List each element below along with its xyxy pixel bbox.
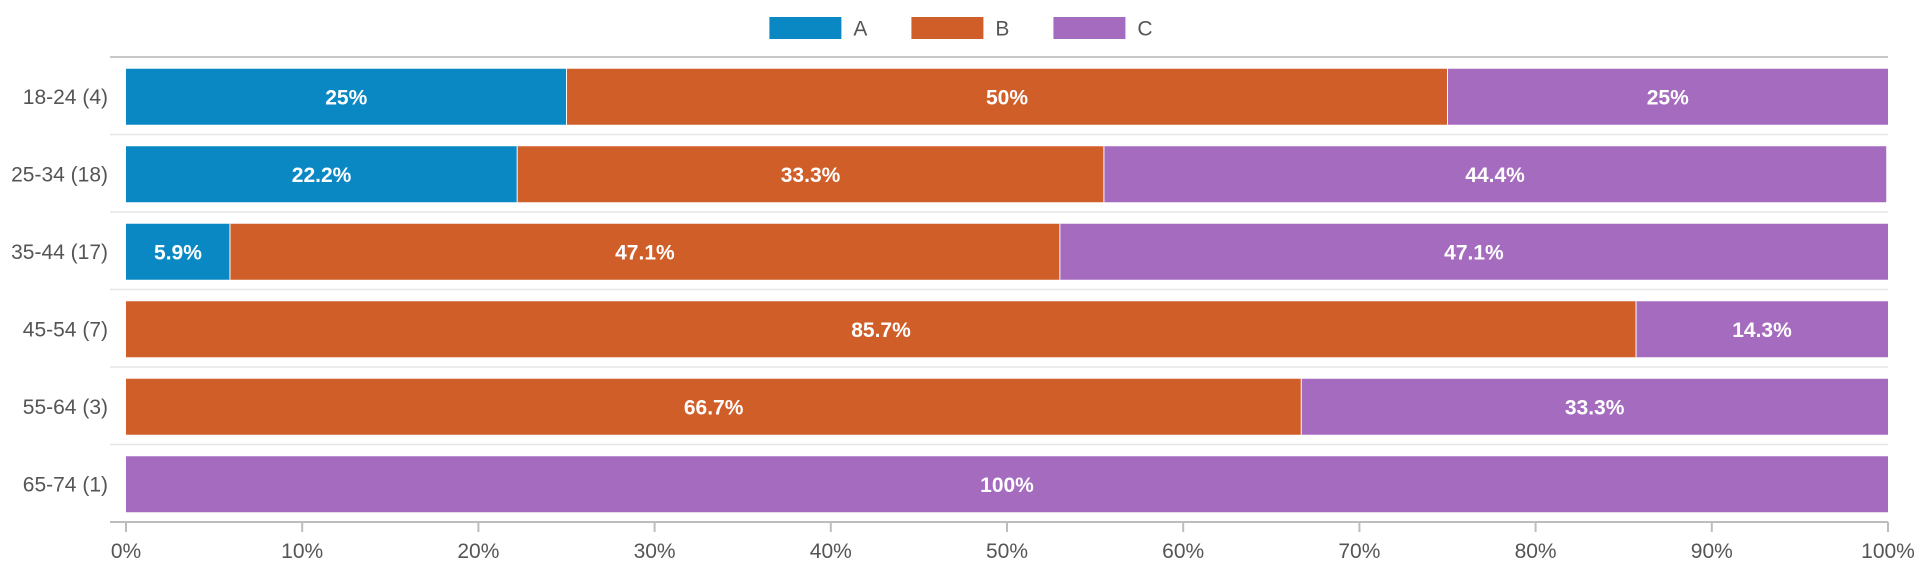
category-label: 35-44 (17) (11, 241, 108, 264)
legend-swatch (769, 17, 842, 39)
bar-segment-b (517, 146, 1104, 203)
bar-segment-b (126, 378, 1302, 435)
data-label: 5.9% (154, 241, 202, 264)
x-tick-labels: 0% 10% 20% 30% 40% 50% 60% 70% 80% 90% 100% (111, 540, 1915, 563)
data-label: 85.7% (851, 319, 911, 342)
bar-segment-a (126, 146, 518, 203)
category-label: 45-54 (7) (23, 318, 108, 341)
bars: 25% 50% 25% 22.2% 33.3% 44.4% 5.9% 47.1% 47.1% 85… (126, 68, 1888, 513)
legend-label: C (1137, 18, 1152, 41)
bar-segment-c (126, 456, 1888, 513)
x-tick-label: 70% (1338, 540, 1380, 563)
data-label: 25% (1647, 86, 1689, 109)
bar-segment-c (1301, 378, 1888, 435)
legend-label: B (995, 18, 1009, 41)
data-label: 14.3% (1732, 319, 1792, 342)
x-tick-label: 60% (1162, 540, 1204, 563)
bar-segment-c (1447, 68, 1888, 125)
bar-segment-a (126, 223, 230, 280)
bar-segment-c (1636, 301, 1888, 358)
category-label: 55-64 (3) (23, 396, 108, 419)
data-label: 25% (325, 86, 367, 109)
bar-segment-b (229, 223, 1060, 280)
data-label: 50% (986, 86, 1028, 109)
category-labels: 18-24 (4) 25-34 (18) 35-44 (17) 45-54 (7) 55… (11, 86, 108, 497)
legend-item-a[interactable]: A (769, 17, 867, 41)
grid-lines (110, 56, 1888, 523)
x-tick-label: 80% (1515, 540, 1557, 563)
legend-swatch (911, 17, 984, 39)
bar-segment-b (126, 301, 1637, 358)
bar-segment-c (1103, 146, 1887, 203)
data-label: 33.3% (1565, 396, 1625, 419)
legend-item-b[interactable]: B (911, 17, 1009, 41)
data-label: 66.7% (684, 396, 744, 419)
legend-label: A (853, 18, 867, 41)
data-label: 22.2% (292, 164, 352, 187)
x-tick-label: 0% (111, 540, 141, 563)
data-label: 33.3% (781, 164, 841, 187)
category-label: 65-74 (1) (23, 473, 108, 496)
x-tick-label: 40% (810, 540, 852, 563)
data-label: 100% (980, 474, 1034, 497)
x-tick-label: 20% (457, 540, 499, 563)
x-tick-label: 90% (1691, 540, 1733, 563)
legend: A B C (769, 17, 1153, 41)
x-tick-label: 50% (986, 540, 1028, 563)
data-label: 44.4% (1465, 164, 1525, 187)
bar-segment-a (126, 68, 567, 125)
category-label: 25-34 (18) (11, 163, 108, 186)
x-tick-label: 10% (281, 540, 323, 563)
bar-segment-b (566, 68, 1448, 125)
data-label: 47.1% (1444, 241, 1504, 264)
data-label: 47.1% (615, 241, 675, 264)
category-label: 18-24 (4) (23, 86, 108, 109)
legend-swatch (1053, 17, 1126, 39)
axes (110, 521, 1889, 532)
x-tick-label: 100% (1861, 540, 1915, 563)
x-tick-label: 30% (634, 540, 676, 563)
bar-segment-c (1059, 223, 1888, 280)
legend-item-c[interactable]: C (1053, 17, 1153, 41)
